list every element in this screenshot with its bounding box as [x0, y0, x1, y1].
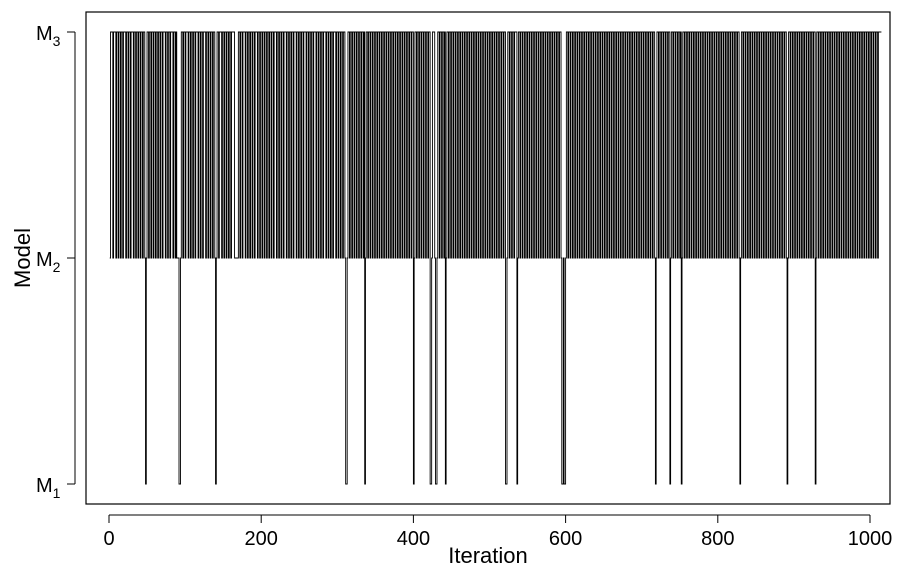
x-tick-label: 200	[245, 528, 278, 550]
y-tick-label: M2	[36, 249, 61, 275]
y-axis: M1 M2 M3	[36, 23, 76, 501]
y-tick-label: M1	[36, 475, 61, 501]
x-tick-label: 1000	[848, 528, 893, 550]
x-tick-label: 400	[397, 528, 430, 550]
x-axis-title: Iteration	[448, 543, 528, 568]
y-tick-label: M3	[36, 23, 61, 49]
x-tick-label: 0	[103, 528, 114, 550]
plot-frame	[85, 11, 891, 505]
y-axis-title: Model	[10, 228, 35, 288]
x-axis: 0 200 400 600 800 1000	[103, 514, 893, 550]
x-tick-label: 800	[701, 528, 734, 550]
x-tick-label: 600	[549, 528, 582, 550]
model-trace-line	[109, 31, 882, 485]
trace-layer	[109, 31, 882, 485]
